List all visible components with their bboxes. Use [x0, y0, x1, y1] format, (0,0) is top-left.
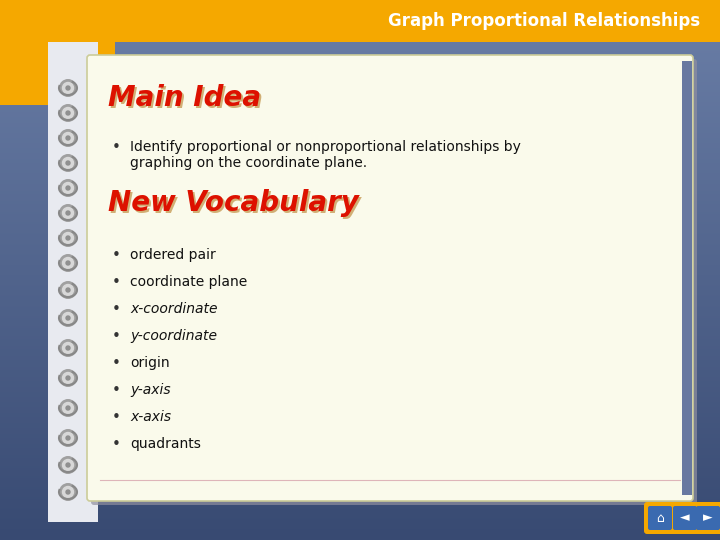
Circle shape: [59, 369, 77, 387]
FancyBboxPatch shape: [0, 0, 115, 105]
Text: •: •: [112, 437, 121, 452]
Text: graphing on the coordinate plane.: graphing on the coordinate plane.: [130, 156, 367, 170]
Text: •: •: [112, 248, 121, 263]
Text: coordinate plane: coordinate plane: [130, 275, 247, 289]
Circle shape: [66, 111, 70, 115]
Text: x-coordinate: x-coordinate: [130, 302, 217, 316]
Circle shape: [59, 254, 77, 272]
Circle shape: [63, 183, 73, 193]
Text: Main Idea: Main Idea: [110, 86, 263, 114]
Circle shape: [63, 107, 73, 118]
Circle shape: [59, 154, 77, 172]
Circle shape: [66, 436, 70, 440]
Circle shape: [63, 83, 73, 93]
Text: •: •: [112, 140, 121, 155]
Circle shape: [63, 487, 73, 497]
Text: ⌂: ⌂: [656, 511, 664, 524]
Circle shape: [59, 204, 77, 222]
Text: •: •: [112, 383, 121, 398]
Circle shape: [59, 79, 77, 97]
Text: x-axis: x-axis: [130, 410, 171, 424]
Text: •: •: [112, 356, 121, 371]
Circle shape: [63, 460, 73, 470]
Circle shape: [59, 339, 77, 357]
Circle shape: [59, 456, 77, 474]
Text: •: •: [112, 275, 121, 290]
FancyBboxPatch shape: [692, 502, 720, 534]
Text: origin: origin: [130, 356, 170, 370]
Text: Main Idea: Main Idea: [108, 84, 261, 112]
FancyBboxPatch shape: [696, 506, 720, 530]
Text: ►: ►: [703, 511, 713, 524]
Text: ◄: ◄: [680, 511, 690, 524]
Circle shape: [59, 129, 77, 147]
Circle shape: [66, 161, 70, 165]
Text: y-coordinate: y-coordinate: [130, 329, 217, 343]
FancyBboxPatch shape: [648, 506, 672, 530]
Circle shape: [66, 236, 70, 240]
Circle shape: [66, 136, 70, 140]
Circle shape: [59, 281, 77, 299]
Circle shape: [66, 406, 70, 410]
FancyBboxPatch shape: [669, 502, 701, 534]
FancyBboxPatch shape: [682, 61, 692, 495]
FancyBboxPatch shape: [48, 42, 98, 522]
Circle shape: [59, 179, 77, 197]
Circle shape: [59, 399, 77, 417]
Circle shape: [66, 261, 70, 265]
Circle shape: [66, 463, 70, 467]
Circle shape: [59, 483, 77, 501]
Circle shape: [63, 402, 73, 414]
Circle shape: [63, 258, 73, 268]
FancyBboxPatch shape: [673, 506, 697, 530]
Text: New Vocabulary: New Vocabulary: [108, 189, 359, 217]
Circle shape: [66, 346, 70, 350]
Circle shape: [63, 158, 73, 168]
Text: •: •: [112, 329, 121, 344]
Circle shape: [66, 86, 70, 90]
Circle shape: [63, 342, 73, 354]
Circle shape: [63, 285, 73, 295]
Circle shape: [66, 186, 70, 190]
Circle shape: [63, 132, 73, 144]
Text: New Vocabulary: New Vocabulary: [110, 191, 361, 219]
Text: Identify proportional or nonproportional relationships by: Identify proportional or nonproportional…: [130, 140, 521, 154]
Circle shape: [66, 211, 70, 215]
Circle shape: [63, 207, 73, 219]
Text: y-axis: y-axis: [130, 383, 171, 397]
FancyBboxPatch shape: [644, 502, 676, 534]
Circle shape: [59, 309, 77, 327]
Text: Graph Proportional Relationships: Graph Proportional Relationships: [388, 12, 700, 30]
Circle shape: [63, 313, 73, 323]
Text: quadrants: quadrants: [130, 437, 201, 451]
Circle shape: [63, 373, 73, 383]
Circle shape: [66, 376, 70, 380]
FancyBboxPatch shape: [87, 55, 693, 501]
Circle shape: [66, 316, 70, 320]
Text: ordered pair: ordered pair: [130, 248, 216, 262]
Text: •: •: [112, 410, 121, 425]
FancyBboxPatch shape: [91, 59, 697, 505]
Circle shape: [66, 490, 70, 494]
FancyBboxPatch shape: [0, 0, 105, 45]
Circle shape: [59, 429, 77, 447]
Circle shape: [63, 433, 73, 443]
Circle shape: [59, 104, 77, 122]
Text: •: •: [112, 302, 121, 317]
Circle shape: [59, 229, 77, 247]
Circle shape: [63, 233, 73, 244]
Circle shape: [66, 288, 70, 292]
FancyBboxPatch shape: [0, 0, 720, 42]
